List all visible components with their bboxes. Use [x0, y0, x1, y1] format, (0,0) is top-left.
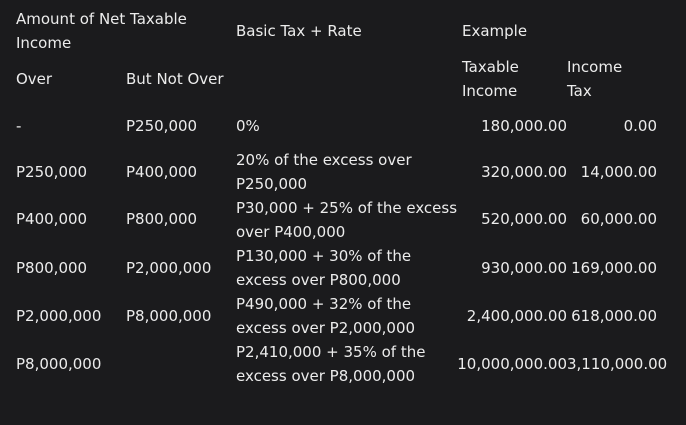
cell-over: P250,000 — [16, 163, 88, 181]
cell-over: P2,000,000 — [16, 307, 102, 325]
cell-basic-tax-rate: P30,000 + 25% of the excess over P400,00… — [236, 199, 458, 241]
cell-income-tax: 3,110,000.00 — [567, 355, 668, 373]
cell-basic-tax-rate: 20% of the excess over P250,000 — [236, 151, 412, 193]
cell-but-not-over: P800,000 — [126, 210, 198, 228]
cell-but-not-over: P250,000 — [126, 117, 198, 135]
cell-taxable-income: 180,000.00 — [481, 117, 567, 135]
cell-basic-tax-rate: 0% — [236, 117, 260, 135]
cell-taxable-income: 2,400,000.00 — [466, 307, 567, 325]
cell-basic-tax-rate: P2,410,000 + 35% of the excess over P8,0… — [236, 343, 426, 385]
cell-taxable-income: 520,000.00 — [481, 210, 567, 228]
cell-income-tax: 0.00 — [623, 117, 657, 135]
cell-over: P8,000,000 — [16, 355, 102, 373]
cell-taxable-income: 10,000,000.00 — [457, 355, 567, 373]
cell-income-tax: 618,000.00 — [571, 307, 657, 325]
cell-basic-tax-rate: P130,000 + 30% of the excess over P800,0… — [236, 247, 412, 289]
cell-taxable-income: 930,000.00 — [481, 259, 567, 277]
cell-over: P400,000 — [16, 210, 88, 228]
cell-but-not-over: P400,000 — [126, 163, 198, 181]
header-basic-tax-rate: Basic Tax + Rate — [236, 22, 362, 40]
cell-income-tax: 169,000.00 — [571, 259, 657, 277]
header-example: Example — [462, 22, 528, 40]
cell-over: P800,000 — [16, 259, 88, 277]
cell-income-tax: 14,000.00 — [580, 163, 657, 181]
cell-basic-tax-rate: P490,000 + 32% of the excess over P2,000… — [236, 295, 416, 337]
header-net-taxable-income: Amount of Net Taxable Income — [16, 10, 187, 52]
header-taxable-income: Taxable Income — [462, 58, 519, 100]
cell-over: - — [16, 117, 22, 135]
cell-but-not-over: P2,000,000 — [126, 259, 212, 277]
header-income-tax: Income Tax — [567, 58, 623, 100]
cell-taxable-income: 320,000.00 — [481, 163, 567, 181]
cell-income-tax: 60,000.00 — [580, 210, 657, 228]
cell-but-not-over: P8,000,000 — [126, 307, 212, 325]
header-but-not-over: But Not Over — [126, 70, 224, 88]
header-over: Over — [16, 70, 53, 88]
